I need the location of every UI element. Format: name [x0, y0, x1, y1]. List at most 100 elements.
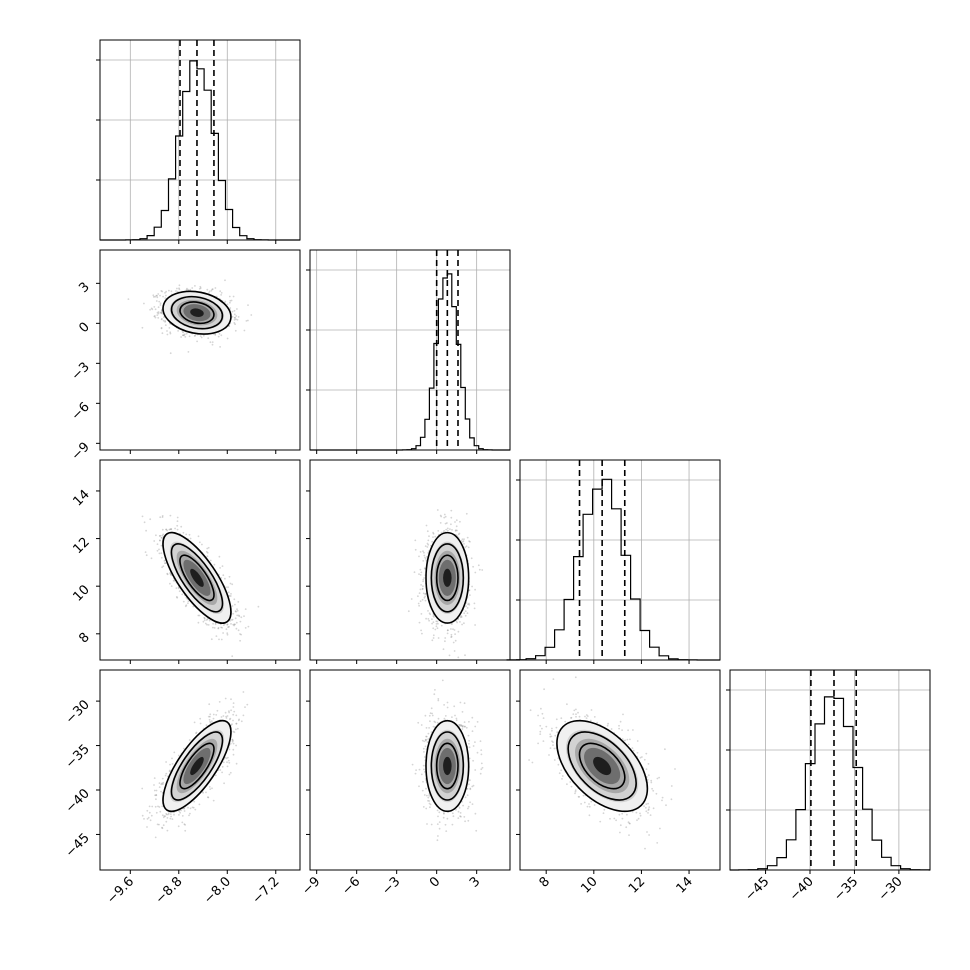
sample-point [187, 288, 190, 291]
sample-point [160, 327, 163, 330]
sample-point [182, 600, 185, 603]
ytick-label: −3 [69, 360, 93, 384]
sample-point [237, 614, 240, 617]
sample-point [217, 627, 220, 630]
sample-point [455, 525, 458, 528]
sample-point [175, 587, 178, 590]
sample-point [227, 759, 230, 762]
sample-point [428, 612, 431, 615]
sample-point [426, 530, 429, 533]
sample-point [478, 568, 481, 571]
sample-point [435, 625, 438, 628]
sample-point [244, 608, 247, 610]
sample-point [154, 316, 157, 319]
sample-point [160, 309, 163, 312]
contour-0 [162, 531, 232, 624]
sample-point [447, 529, 449, 532]
sample-point [464, 614, 467, 617]
sample-point [226, 633, 229, 636]
sample-point [206, 555, 209, 558]
sample-point [157, 311, 160, 313]
sample-point [161, 536, 163, 539]
sample-point [162, 816, 165, 819]
sample-point [436, 620, 439, 623]
panel-frame [99, 459, 301, 661]
sample-point [189, 537, 192, 540]
sample-point [470, 557, 473, 560]
sample-point [231, 315, 234, 318]
sample-point [468, 602, 470, 605]
sample-point [446, 629, 449, 632]
sample-point [427, 539, 430, 542]
sample-point [169, 514, 172, 517]
sample-point [229, 299, 232, 302]
panel-frame [309, 459, 511, 661]
sample-point [143, 818, 145, 820]
sample-point [203, 619, 206, 621]
sample-point [193, 721, 196, 724]
sample-point [444, 640, 446, 643]
sample-point [164, 815, 167, 818]
sample-point [468, 540, 470, 542]
sample-point [472, 565, 474, 568]
sample-point [232, 719, 234, 722]
sample-point [165, 528, 167, 531]
sample-point [209, 341, 212, 344]
sample-point [160, 327, 163, 329]
sample-point [215, 714, 218, 716]
sample-point [243, 329, 246, 332]
sample-point [232, 295, 235, 298]
sample-point [463, 612, 466, 615]
sample-point [160, 544, 163, 547]
sample-point [422, 592, 425, 595]
sample-point [467, 603, 469, 606]
sample-point [176, 287, 178, 290]
sample-point [215, 635, 218, 637]
histogram-2 [506, 478, 720, 661]
sample-point [419, 600, 422, 603]
contour-1 [170, 543, 224, 613]
sample-point [185, 533, 188, 536]
sample-point [424, 595, 426, 598]
sample-point [466, 536, 469, 539]
sample-point [170, 574, 173, 577]
sample-point [431, 618, 433, 621]
sample-point [236, 318, 239, 321]
sample-point [421, 632, 423, 635]
sample-point [233, 598, 236, 601]
sample-point [450, 635, 453, 638]
sample-point [163, 560, 166, 562]
sample-point [182, 331, 185, 334]
sample-point [432, 637, 435, 639]
sample-point [158, 786, 161, 788]
sample-point [238, 615, 241, 618]
sample-point [152, 296, 155, 298]
sample-point [198, 541, 201, 544]
sample-point [474, 624, 476, 626]
sample-point [179, 811, 181, 814]
sample-point [177, 754, 180, 757]
sample-point [419, 551, 422, 553]
sample-point [198, 614, 201, 617]
contour-2 [435, 554, 459, 602]
sample-point [239, 633, 241, 635]
sample-point [144, 551, 147, 553]
sample-point [464, 610, 467, 613]
sample-point [156, 311, 159, 314]
sample-point [177, 330, 179, 332]
sample-point [231, 605, 234, 607]
sample-point [229, 771, 232, 774]
sample-point [158, 552, 161, 555]
sample-point [426, 556, 428, 558]
sample-point [220, 577, 223, 579]
sample-point [207, 546, 210, 549]
sample-point [210, 289, 213, 292]
sample-point [432, 634, 435, 637]
sample-point [418, 604, 420, 607]
sample-point [161, 826, 163, 829]
sample-point [237, 629, 240, 632]
sample-point [178, 284, 181, 287]
panel-2-2 [506, 459, 721, 664]
sample-point [450, 516, 453, 519]
sample-point [469, 540, 471, 543]
